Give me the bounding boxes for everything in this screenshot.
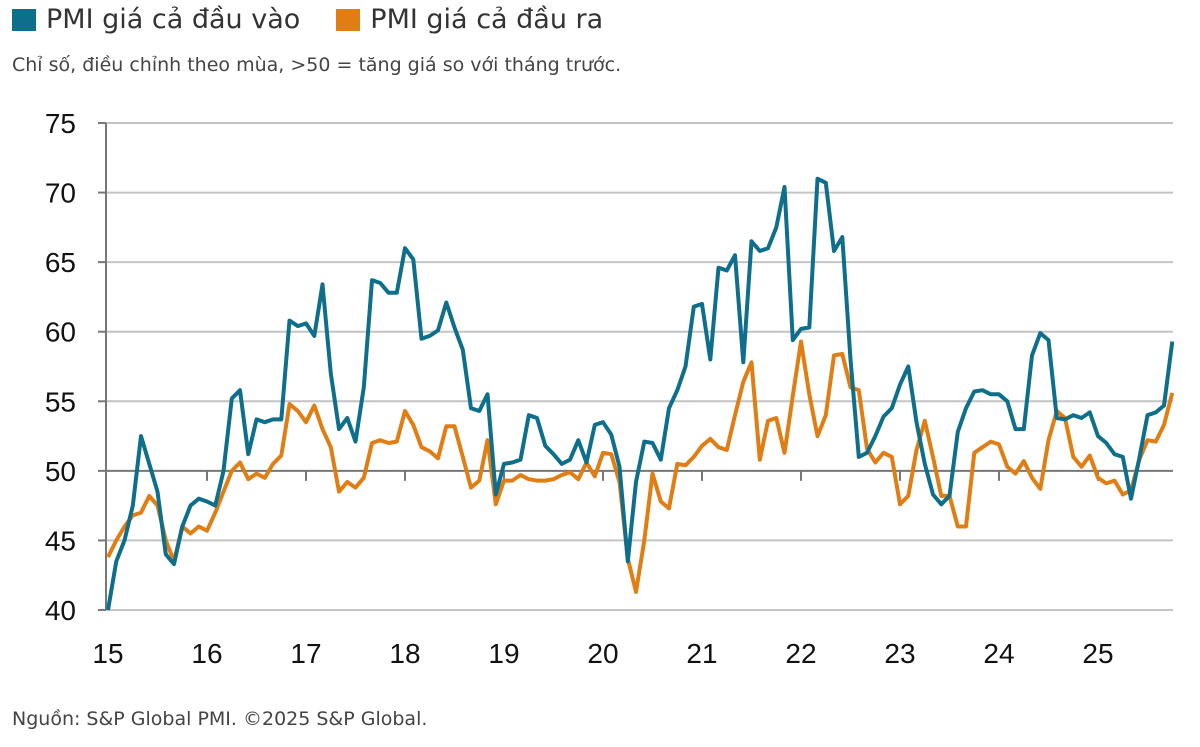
y-tick-label: 65 [45, 247, 76, 278]
x-tick-label: 16 [191, 638, 222, 669]
x-tick-label: 20 [587, 638, 618, 669]
y-tick-label: 55 [45, 386, 76, 417]
x-tick-label: 15 [92, 638, 123, 669]
x-tick-label: 23 [884, 638, 915, 669]
x-tick-label: 17 [290, 638, 321, 669]
y-tick-label: 50 [45, 456, 76, 487]
x-tick-label: 24 [983, 638, 1014, 669]
x-tick-label: 25 [1082, 638, 1113, 669]
series-line-input-prices [106, 176, 1175, 611]
legend-label-output: PMI giá cả đầu ra [370, 4, 604, 35]
legend-swatch-output [336, 8, 361, 31]
chart-subtitle: Chỉ số, điều chỉnh theo mùa, >50 = tăng … [12, 54, 622, 76]
x-tick-label: 19 [488, 638, 519, 669]
legend-swatch-input [12, 8, 36, 31]
legend-item-input-prices: PMI giá cả đầu vào [12, 4, 300, 35]
y-tick-label: 70 [45, 178, 76, 209]
y-tick-label: 40 [45, 595, 76, 626]
legend-label-input: PMI giá cả đầu vào [46, 4, 301, 35]
chart-legend: PMI giá cả đầu vào PMI giá cả đầu ra [12, 4, 639, 35]
y-tick-label: 60 [45, 317, 76, 348]
chart-source: Nguồn: S&P Global PMI. ©2025 S&P Global. [12, 708, 428, 730]
y-tick-label: 45 [45, 525, 76, 556]
x-tick-label: 22 [785, 638, 816, 669]
series-line-output-prices [106, 339, 1175, 594]
y-tick-label: 75 [45, 108, 76, 139]
x-tick-label: 21 [686, 638, 717, 669]
x-tick-label: 18 [389, 638, 420, 669]
legend-item-output-prices: PMI giá cả đầu ra [336, 4, 603, 35]
